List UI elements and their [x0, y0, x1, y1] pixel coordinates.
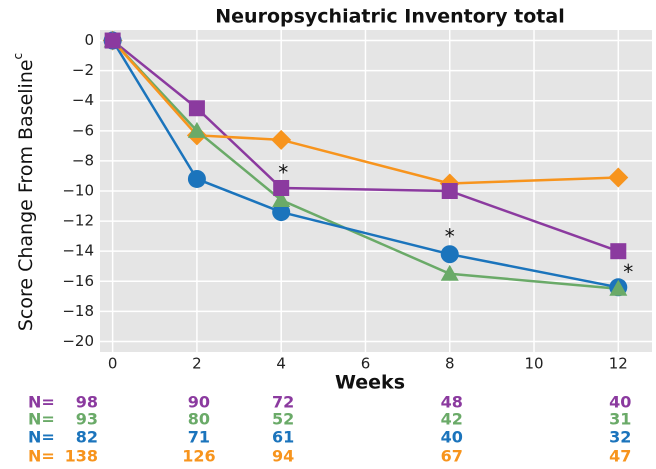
n-value: 80	[188, 410, 210, 429]
n-value: 40	[609, 393, 631, 412]
y-tick-label: −20	[62, 332, 94, 350]
y-tick-label: −6	[72, 121, 94, 139]
y-tick-label: −2	[72, 61, 94, 79]
point	[188, 100, 205, 117]
n-value: 42	[441, 410, 463, 429]
point	[271, 129, 292, 150]
annotation: *	[278, 160, 288, 184]
y-axis-label-text: Score Change From Baseline	[15, 59, 37, 331]
point	[609, 279, 628, 296]
y-tick-label: −14	[62, 242, 94, 260]
n-value: 94	[272, 447, 294, 466]
n-value: 32	[609, 428, 631, 447]
x-tick-label: 6	[361, 355, 371, 373]
annotation: *	[623, 260, 633, 284]
n-label: N=	[28, 428, 55, 447]
n-value: 72	[272, 393, 294, 412]
y-tick-label: −10	[62, 182, 94, 200]
x-axis-label: Weeks	[335, 372, 405, 394]
n-value: 31	[609, 410, 631, 429]
point	[440, 264, 459, 281]
y-tick-label: −18	[62, 302, 94, 320]
y-tick-label: −4	[72, 91, 94, 109]
n-value: 90	[188, 393, 210, 412]
annotation: *	[445, 225, 455, 249]
n-value: 40	[441, 428, 463, 447]
y-tick-label: −12	[62, 212, 94, 230]
n-value: 61	[272, 428, 294, 447]
n-value: 138	[65, 447, 98, 466]
point	[187, 121, 206, 138]
y-tick-label: −8	[72, 151, 94, 169]
n-value: 48	[441, 393, 463, 412]
chart-title: Neuropsychiatric Inventory total	[215, 6, 564, 28]
n-label: N=	[28, 393, 55, 412]
x-tick-label: 4	[276, 355, 286, 373]
n-value: 93	[76, 410, 98, 429]
y-tick-label: 0	[84, 31, 94, 49]
point	[273, 179, 290, 196]
y-axis-label: Score Change From Baselinec	[11, 53, 37, 331]
n-label: N=	[28, 447, 55, 466]
point	[272, 191, 291, 208]
point	[441, 183, 458, 199]
point	[608, 167, 629, 188]
n-value: 52	[272, 410, 294, 429]
n-value: 98	[76, 393, 98, 412]
point	[104, 32, 121, 49]
n-value: 126	[182, 447, 215, 466]
x-tick-label: 8	[445, 355, 455, 373]
x-tick-label: 0	[108, 355, 118, 373]
point	[610, 243, 627, 260]
x-tick-label: 10	[524, 355, 543, 373]
x-tick-label: 12	[609, 355, 628, 373]
point	[187, 169, 206, 188]
y-axis-label-superscript: c	[11, 53, 25, 60]
y-tick-label: −16	[62, 272, 94, 290]
n-value: 82	[76, 428, 98, 447]
n-value: 47	[609, 447, 631, 466]
x-tick-label: 2	[192, 355, 202, 373]
n-value: 67	[441, 447, 463, 466]
n-value: 71	[188, 428, 210, 447]
point	[272, 203, 291, 222]
n-label: N=	[28, 410, 55, 429]
point	[440, 245, 459, 264]
